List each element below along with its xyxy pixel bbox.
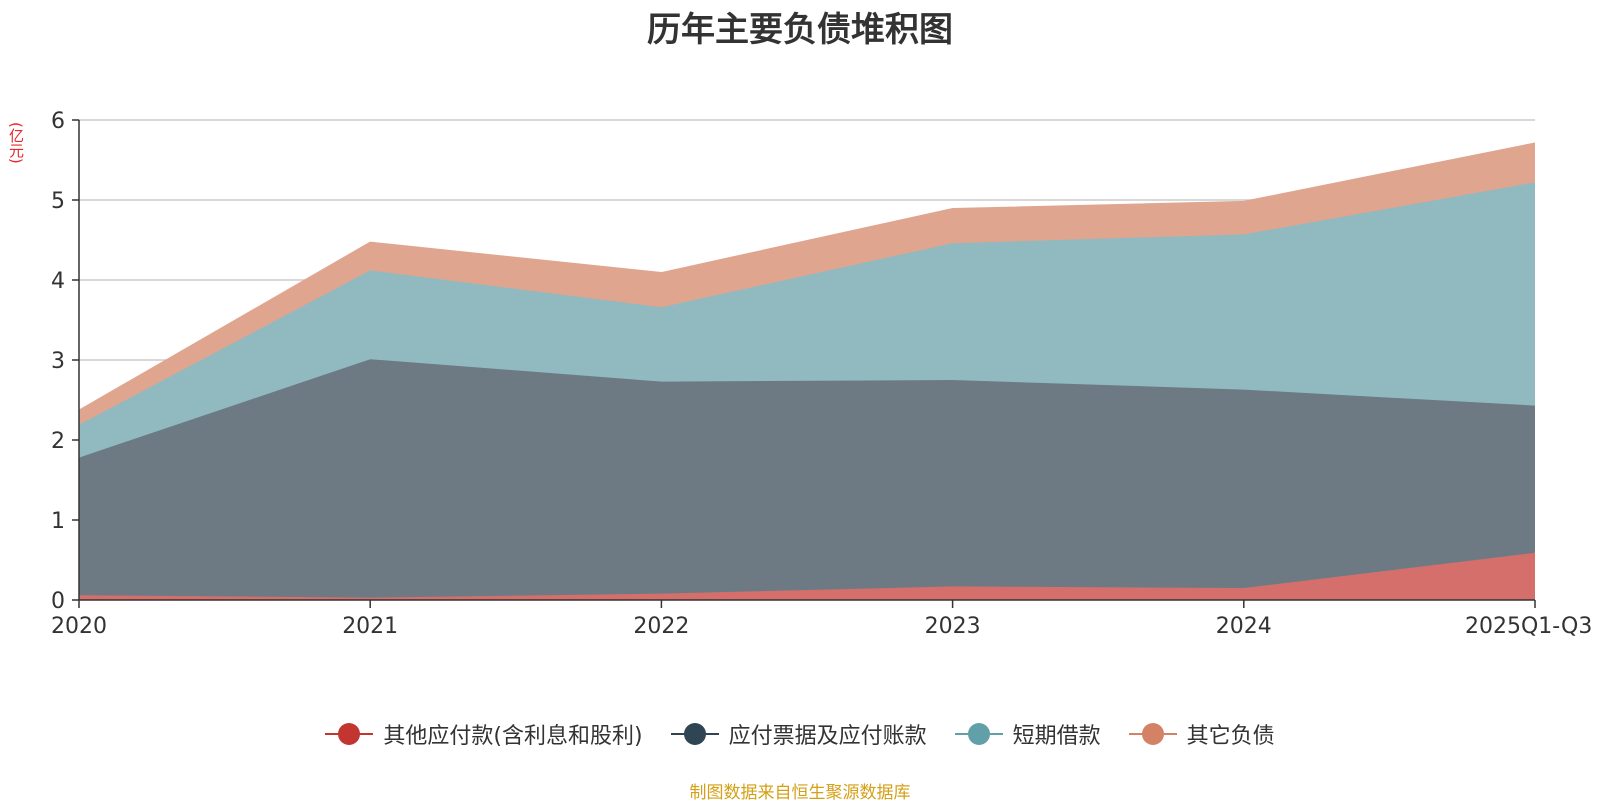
- y-tick-label: 2: [51, 429, 65, 454]
- y-tick-label: 0: [51, 589, 65, 614]
- y-tick-label: 4: [51, 269, 65, 294]
- legend-marker-icon: [954, 722, 1003, 746]
- y-tick-label: 1: [51, 509, 65, 534]
- legend-item[interactable]: 应付票据及应付账款: [670, 718, 927, 750]
- y-tick-label: 6: [51, 109, 65, 134]
- x-tick-label: 2021: [342, 614, 398, 639]
- x-tick-label: 2023: [925, 614, 981, 639]
- area-series-3: [79, 143, 1535, 425]
- chart-title: 历年主要负债堆积图: [647, 10, 953, 50]
- x-tick-label: 2022: [633, 614, 689, 639]
- axes: [72, 119, 1536, 608]
- legend-dot: [1141, 723, 1164, 745]
- legend-marker-icon: [1128, 722, 1177, 746]
- y-axis-unit-label: (亿元): [7, 122, 25, 164]
- area-series: [78, 142, 1536, 600]
- legend-marker-icon: [670, 722, 719, 746]
- legend-label: 其他应付款(含利息和股利): [383, 724, 643, 749]
- y-tick-label: 5: [51, 189, 65, 214]
- legend-label: 其它负债: [1186, 724, 1275, 749]
- tick-labels: 0 1 2 3 4 5 6 2020 2021 2022 2023 2024 2025Q1-Q3: [51, 109, 1592, 639]
- x-tick-label: 2020: [51, 614, 107, 639]
- source-note: 制图数据来自恒生聚源数据库: [689, 783, 911, 803]
- series-line-3: [78, 142, 1536, 412]
- legend-item[interactable]: 其他应付款(含利息和股利): [325, 718, 643, 750]
- legend-item[interactable]: 其它负债: [1128, 718, 1275, 750]
- legend-label: 应付票据及应付账款: [728, 724, 927, 749]
- legend-dot: [338, 723, 361, 745]
- y-tick-label: 3: [51, 349, 65, 374]
- x-tick-label: 2025Q1-Q3: [1465, 614, 1592, 639]
- area-series-2: [79, 182, 1535, 458]
- legend-dot: [967, 723, 990, 745]
- legend-dot: [683, 723, 706, 745]
- legend: 其他应付款(含利息和股利) 应付票据及应付账款 短期借款 其它负债: [0, 718, 1600, 750]
- area-series-1: [79, 359, 1535, 598]
- x-tick-label: 2024: [1216, 614, 1272, 639]
- legend-item[interactable]: 短期借款: [954, 718, 1101, 750]
- legend-marker-icon: [325, 722, 374, 746]
- legend-label: 短期借款: [1012, 724, 1101, 749]
